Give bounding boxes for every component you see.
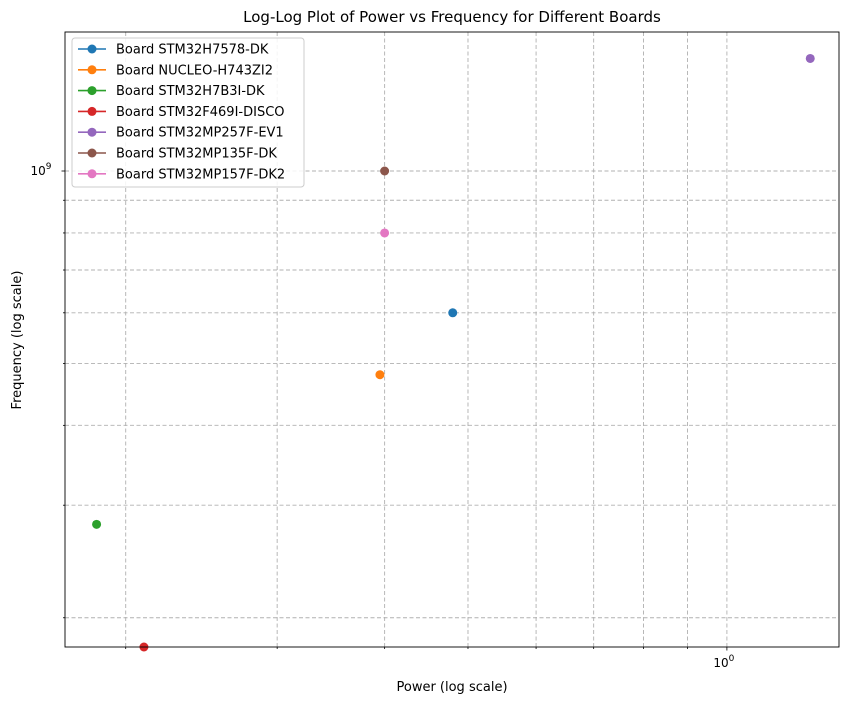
data-point-series-1 bbox=[375, 370, 385, 380]
legend-marker bbox=[87, 127, 97, 137]
legend-marker bbox=[87, 44, 97, 54]
legend-marker bbox=[87, 169, 97, 179]
data-point-series-2 bbox=[92, 519, 102, 529]
axis-ticks: 100 109 bbox=[30, 162, 734, 670]
legend-marker bbox=[87, 65, 97, 75]
data-point-series-5 bbox=[380, 166, 390, 176]
legend-label: Board STM32H7578-DK bbox=[116, 43, 269, 58]
legend-label: Board STM32MP257F-EV1 bbox=[116, 126, 284, 141]
legend-marker bbox=[87, 86, 97, 96]
y-tick-label: 109 bbox=[30, 162, 51, 178]
data-point-series-0 bbox=[448, 308, 458, 318]
legend-label: Board STM32H7B3I-DK bbox=[116, 84, 265, 99]
x-axis-label: Power (log scale) bbox=[396, 680, 507, 695]
grid bbox=[65, 32, 839, 647]
legend-label: Board NUCLEO-H743ZI2 bbox=[116, 63, 273, 78]
legend-marker bbox=[87, 148, 97, 158]
legend-label: Board STM32MP157F-DK2 bbox=[116, 167, 285, 182]
data-point-series-4 bbox=[805, 53, 815, 63]
legend-box bbox=[71, 37, 305, 188]
legend-label: Board STM32MP135F-DK bbox=[116, 147, 277, 162]
plot-frame bbox=[64, 31, 840, 648]
y-axis-label: Frequency (log scale) bbox=[10, 271, 25, 410]
data-point-series-6 bbox=[380, 228, 390, 238]
legend-marker bbox=[87, 106, 97, 116]
chart-title: Log-Log Plot of Power vs Frequency for D… bbox=[243, 8, 661, 26]
legend: Board STM32H7578-DK Board NUCLEO-H743ZI2 B… bbox=[71, 37, 305, 188]
legend-label: Board STM32F469I-DISCO bbox=[116, 105, 285, 120]
x-tick-label: 100 bbox=[713, 654, 734, 670]
